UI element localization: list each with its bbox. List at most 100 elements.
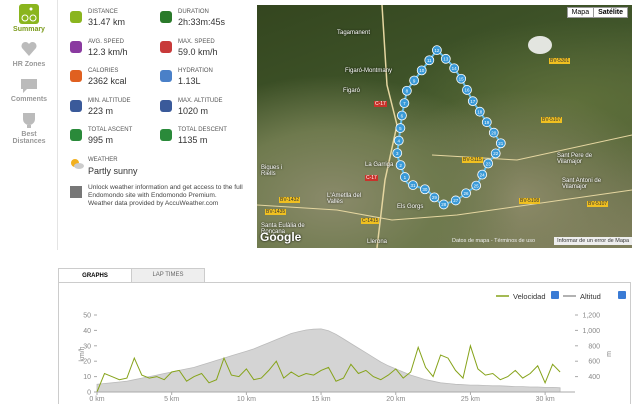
route-marker (481, 117, 492, 128)
report-error[interactable]: Informar de un error de Mapa (554, 237, 632, 245)
google-logo: Google (260, 230, 302, 244)
stat-value: 995 m (88, 135, 114, 145)
road: C-1415 (361, 218, 380, 224)
route-marker-label: 4 (398, 138, 401, 143)
road: C-17 (365, 175, 378, 181)
weather-value: Partly sunny (88, 166, 138, 176)
route-marker-label: 17 (470, 99, 476, 104)
route-marker-label: 21 (498, 141, 504, 146)
hr-icon (21, 41, 37, 56)
x-tick-label: 0 km (89, 396, 104, 403)
route-marker (440, 53, 451, 64)
route-marker-label: 30 (422, 187, 428, 192)
road: BV-5108 (519, 198, 541, 204)
stat-label: MAX. SPEED (178, 38, 215, 45)
route-marker-label: 9 (413, 78, 416, 83)
stat-icon (70, 40, 82, 53)
route-marker (450, 195, 461, 206)
info-icon (70, 186, 82, 198)
map-footer: Datos de mapa - Términos de uso (452, 238, 536, 244)
route-marker (401, 85, 412, 96)
route-marker (483, 158, 494, 169)
road: BV-5115 (462, 157, 483, 163)
route-marker-label: 20 (491, 131, 497, 136)
speed-line (96, 343, 561, 393)
map-button[interactable]: Satélite (598, 9, 623, 16)
stat-icon (70, 129, 82, 141)
map[interactable]: 1 2 3 4 5 6 7 8 9 10 11 12 13 14 15 16 17 18 19 20 21 22 23 24 2… (257, 5, 632, 248)
sidebar-item[interactable]: HR Zones (12, 61, 46, 68)
place: L'Ametlla del Vallès (327, 193, 362, 205)
stat-icon (160, 129, 172, 141)
stat-icon (70, 11, 82, 23)
route-marker-label: 8 (406, 89, 409, 94)
place: Sant Pere de Vilamajor (557, 153, 593, 165)
place: Els Gorgs (397, 204, 424, 210)
tab[interactable]: LAP TIMES (131, 268, 205, 283)
y-tick-label: 40 (83, 328, 91, 335)
route-marker (488, 127, 499, 138)
y-axis-label: km/h (79, 346, 86, 361)
route-marker (462, 85, 472, 95)
place: Santa Eulàlia de Ronçana (261, 223, 305, 235)
route-marker-label: 15 (459, 77, 465, 82)
route-marker (395, 123, 406, 133)
stat-value: 1.13L (178, 76, 201, 86)
y2-tick-label: 600 (588, 359, 600, 366)
route-marker (456, 73, 467, 84)
tab-active[interactable]: GRAPHS (58, 268, 132, 283)
stat-value: 1020 m (178, 105, 209, 116)
route-marker (474, 106, 485, 117)
route-marker (429, 192, 440, 203)
route-marker (419, 184, 430, 195)
sidebar-item[interactable]: Summary (13, 26, 45, 33)
route-marker (495, 138, 506, 149)
x-tick-label: 15 km (312, 396, 331, 403)
legend-checkbox[interactable] (618, 291, 626, 299)
route-marker-label: 19 (484, 120, 490, 125)
y-tick-label: 50 (83, 313, 91, 320)
stat-icon (160, 70, 172, 82)
route-marker (477, 169, 488, 180)
route-marker (438, 199, 449, 210)
route-marker-label: 28 (441, 202, 447, 207)
map-type: Mapa Satélite (566, 7, 628, 18)
place: La Garriga (365, 162, 394, 168)
stat-icon (70, 99, 82, 112)
legend-checkbox[interactable] (551, 291, 559, 299)
sidebar-item[interactable]: Comments (10, 96, 48, 103)
stat-label: MIN. ALTITUDE (88, 97, 131, 104)
stat-value: 12.3 km/h (88, 46, 128, 57)
route-marker (399, 98, 410, 109)
route-marker-label: 16 (464, 88, 470, 93)
y2-axis-label: m (606, 351, 613, 357)
route-marker-label: 29 (432, 195, 438, 200)
route-marker-label: 12 (434, 48, 440, 53)
terms[interactable]: Términos de uso (494, 238, 536, 244)
route-marker (409, 75, 420, 86)
legend-label: Altitud (580, 292, 601, 301)
route-marker (393, 135, 404, 146)
place: Tagamanent (337, 30, 371, 36)
sidebar-item[interactable]: Best Distances (12, 131, 46, 145)
stat-icon (160, 40, 172, 53)
stat-icon (70, 70, 82, 82)
route-marker (471, 180, 482, 191)
best-icon (23, 113, 35, 128)
weather-icon (71, 159, 84, 169)
promo-text[interactable]: Unlock weather information and get acces… (88, 184, 243, 199)
route-marker-label: 6 (401, 113, 404, 118)
legend-label: Velocidad (513, 292, 546, 301)
route-marker-label: 7 (403, 101, 406, 106)
stat-label: TOTAL ASCENT (88, 127, 133, 133)
route-marker-label: 22 (493, 151, 499, 156)
route-marker (461, 188, 471, 199)
map-button[interactable]: Mapa (568, 8, 595, 17)
route-marker-label: 27 (453, 198, 459, 203)
place: Figaró (343, 88, 361, 94)
stat-value: 1135 m (178, 135, 208, 145)
route-marker (424, 55, 435, 66)
route-marker-label: 25 (474, 183, 480, 188)
road: BV-5107 (541, 117, 563, 123)
